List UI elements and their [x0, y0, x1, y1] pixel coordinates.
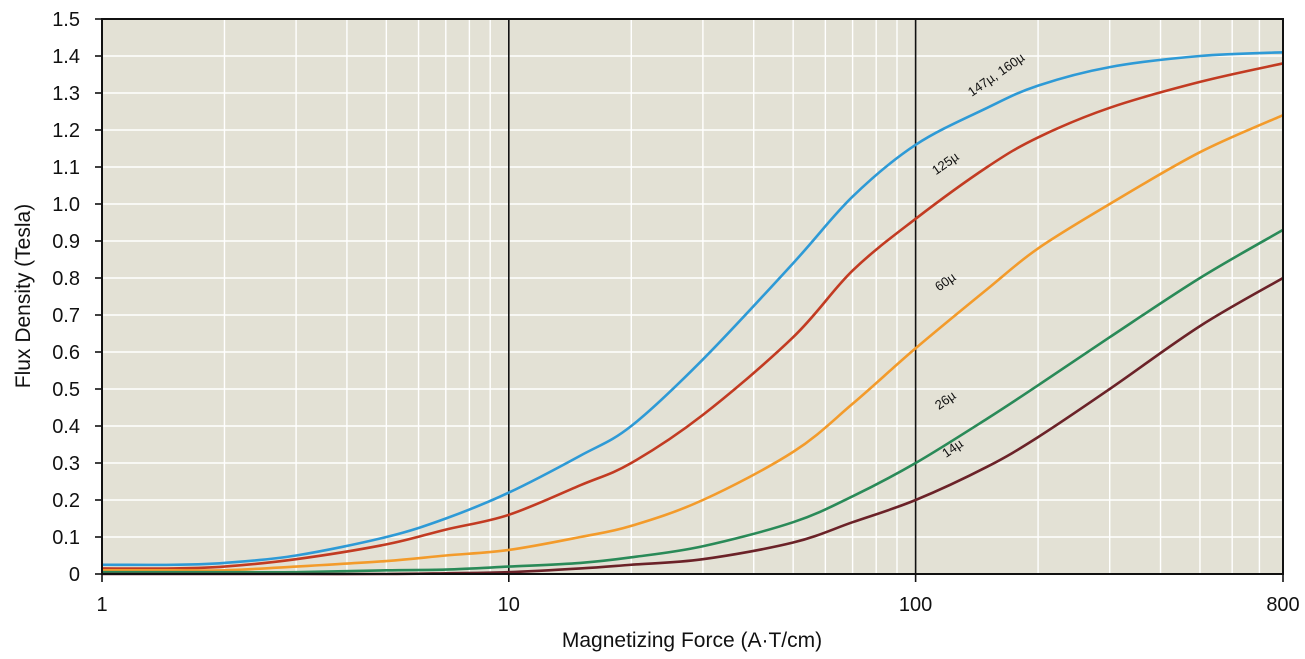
y-tick-label: 0.2 [52, 490, 80, 512]
y-tick-label: 0.9 [52, 231, 80, 253]
series-line [102, 228, 1284, 574]
x-tick-label: 100 [899, 594, 932, 616]
series-line [102, 114, 1284, 572]
y-tick-label: 0.8 [52, 268, 80, 290]
minor-gridlines [102, 19, 1283, 574]
x-axis: 1 10 100 800 [96, 574, 1300, 616]
x-tick-label: 800 [1266, 594, 1299, 616]
y-tick-label: 0.1 [52, 527, 80, 549]
y-tick-label: 0.4 [52, 416, 80, 438]
y-tick-label: 1.3 [52, 83, 80, 105]
y-tick-label: 0.5 [52, 379, 80, 401]
y-tick-label: 1.2 [52, 120, 80, 142]
plot-area [102, 19, 1283, 574]
plot-frame [101, 18, 1284, 575]
series-line [101, 62, 1284, 570]
y-tick-label: 1.0 [52, 194, 80, 216]
y-tick-label: 1.1 [52, 157, 80, 179]
x-axis-title: Magnetizing Force (A·T/cm) [562, 629, 822, 652]
y-axis-title: Flux Density (Tesla) [12, 204, 35, 388]
x-tick-label: 10 [498, 594, 520, 616]
y-tick-label: 1.5 [52, 9, 80, 31]
y-axis: 0 0.1 0.2 0.3 0.4 0.5 0.6 0.7 0.8 0.9 1.0 1.1 1.2 1.3… [52, 9, 102, 586]
y-tick-label: 1.4 [52, 46, 80, 68]
major-gridlines [508, 19, 917, 574]
y-tick-label: 0.3 [52, 453, 80, 475]
y-tick-label: 0.7 [52, 305, 80, 327]
x-tick-label: 1 [96, 594, 107, 616]
y-tick-label: 0.6 [52, 342, 80, 364]
y-tick-label: 0 [69, 564, 80, 586]
series-line [101, 51, 1284, 567]
